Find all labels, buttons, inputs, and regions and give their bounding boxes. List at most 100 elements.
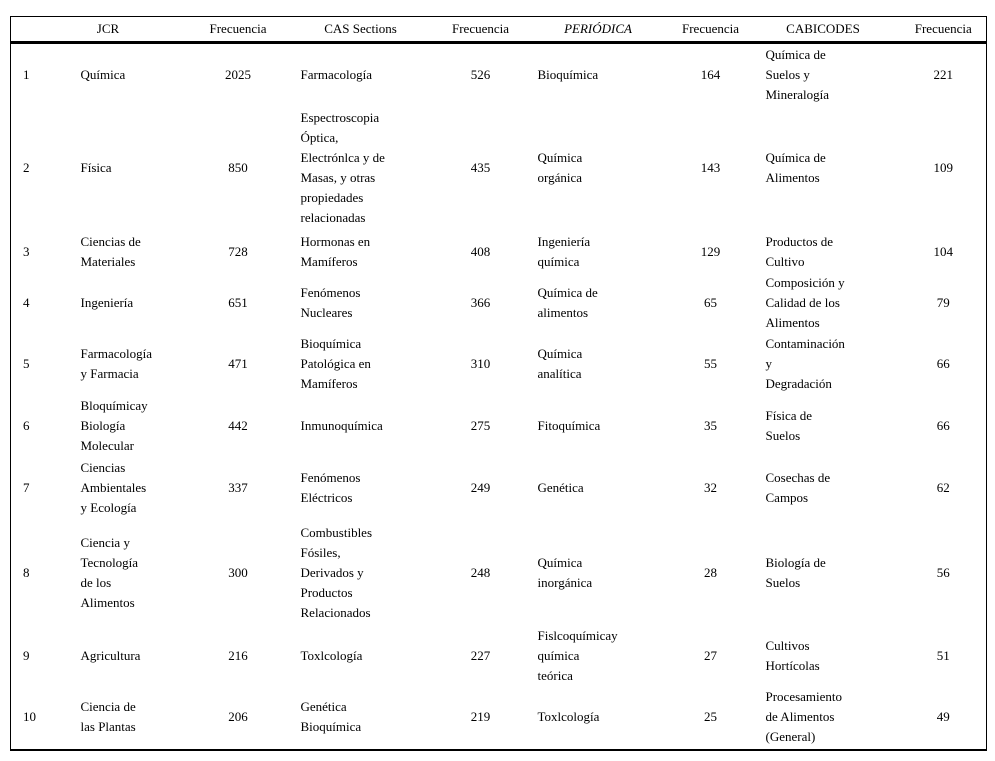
table-row: 4 Ingeniería 651 Fenómenos Nucleares 366…	[11, 273, 987, 333]
periodica-cell: Ingeniería química	[537, 233, 591, 269]
jcr-frequency-cell: 206	[228, 709, 248, 724]
table-row: 8 Ciencia y Tecnología de los Alimentos …	[11, 521, 987, 626]
cabicodes-cell: Composición y Calidad de los Alimentos	[765, 274, 845, 330]
periodica-frequency-cell: 55	[704, 356, 717, 371]
jcr-cell: Ingeniería	[80, 294, 134, 310]
cabicodes-frequency-cell: 221	[933, 66, 954, 82]
cabicodes-cell: Química de Alimentos	[765, 150, 826, 185]
jcr-cell: Química	[80, 66, 126, 82]
cas-frequency-cell: 249	[470, 480, 491, 495]
col-header-cabicodes: CABICODES	[786, 21, 860, 36]
col-header-cas-sections: CAS Sections	[324, 21, 397, 36]
periodica-frequency-cell: 27	[704, 647, 717, 663]
periodica-cell: Fislcoquímicay química teórica	[537, 627, 618, 683]
col-header-cabicodes-frequency: Frecuencia	[914, 21, 972, 36]
cabicodes-frequency-cell: 66	[936, 417, 950, 433]
cas-sections-cell: Farmacología	[300, 66, 372, 82]
jcr-frequency-cell: 471	[228, 356, 248, 371]
rank-cell: 1	[23, 66, 30, 82]
col-header-periodica: PERIÓDICA	[564, 21, 632, 36]
rank-cell: 5	[23, 356, 30, 371]
jcr-cell: Bloquímicay Biología Molecular	[80, 397, 148, 453]
jcr-cell: Ciencia de las Plantas	[80, 699, 136, 734]
cas-sections-cell: Toxlcología	[300, 647, 363, 663]
cas-sections-cell: Combustibles Fósiles, Derivados y Produc…	[300, 525, 373, 620]
jcr-frequency-cell: 337	[228, 480, 248, 495]
cas-sections-cell: Espectroscopia Óptica, Electrónlca y de …	[300, 110, 385, 225]
table-row: 3 Ciencias de Materiales 728 Hormonas en…	[11, 231, 987, 273]
rank-cell: 6	[23, 417, 30, 433]
table-row: 7 Ciencias Ambientales y Ecología 337 Fe…	[11, 456, 987, 521]
periodica-frequency-cell: 25	[704, 709, 717, 724]
cabicodes-frequency-cell: 79	[936, 294, 950, 310]
table-row: 10 Ciencia de las Plantas 206 Genética B…	[11, 686, 987, 750]
jcr-cell: Ciencia y Tecnología de los Alimentos	[80, 535, 139, 610]
jcr-cell: Física	[80, 160, 112, 175]
table-header: JCR Frecuencia CAS Sections Frecuencia P…	[10, 17, 987, 43]
jcr-cell: Ciencias de Materiales	[80, 233, 141, 269]
rank-cell: 9	[23, 647, 30, 663]
periodica-cell: Química de alimentos	[537, 284, 598, 320]
jcr-frequency-cell: 2025	[225, 66, 251, 82]
cas-sections-cell: Hormonas en Mamíferos	[300, 233, 371, 269]
rank-cell: 7	[23, 480, 30, 495]
cas-frequency-cell: 275	[470, 417, 491, 433]
cas-sections-cell: Inmunoquímica	[300, 417, 383, 433]
periodica-frequency-cell: 32	[704, 480, 717, 495]
jcr-frequency-cell: 216	[228, 647, 248, 663]
cabicodes-cell: Física de Suelos	[765, 407, 813, 443]
cabicodes-frequency-cell: 49	[936, 709, 950, 724]
jcr-frequency-cell: 442	[228, 417, 248, 433]
cabicodes-cell: Química de Suelos y Mineralogía	[765, 46, 830, 102]
jcr-frequency-cell: 850	[228, 160, 248, 175]
cabicodes-frequency-cell: 104	[933, 243, 954, 259]
col-header-jcr: JCR	[96, 21, 120, 36]
periodica-cell: Química orgánica	[537, 150, 583, 185]
periodica-cell: Química inorgánica	[537, 555, 593, 590]
cabicodes-cell: Biología de Suelos	[765, 555, 826, 590]
cas-frequency-cell: 227	[470, 647, 491, 663]
cas-sections-cell: Fenómenos Eléctricos	[300, 470, 361, 505]
periodica-frequency-cell: 28	[704, 565, 717, 580]
jcr-frequency-cell: 300	[228, 565, 248, 580]
cabicodes-frequency-cell: 62	[936, 480, 950, 495]
jcr-cell: Farmacología y Farmacia	[80, 346, 152, 381]
col-header-rank	[11, 17, 71, 43]
col-header-cas-frequency: Frecuencia	[451, 21, 510, 36]
cabicodes-cell: Cultivos Hortícolas	[765, 637, 820, 673]
periodica-cell: Fitoquímica	[537, 417, 601, 433]
cabicodes-frequency-cell: 56	[936, 565, 950, 580]
cabicodes-cell: Cosechas de Campos	[765, 470, 831, 505]
table-row: 1 Química 2025 Farmacología 526 Bioquími…	[11, 43, 987, 106]
cabicodes-cell: Productos de Cultivo	[765, 233, 834, 269]
periodica-frequency-cell: 143	[700, 160, 721, 175]
jcr-frequency-cell: 651	[228, 294, 248, 310]
table-row: 2 Física 850 Espectroscopia Óptica, Elec…	[11, 106, 987, 231]
cas-frequency-cell: 526	[470, 66, 491, 82]
rank-cell: 2	[23, 160, 30, 175]
cabicodes-cell: Contaminación y Degradación	[765, 336, 845, 391]
cas-sections-cell: Fenómenos Nucleares	[300, 284, 361, 320]
cas-frequency-cell: 435	[470, 160, 491, 175]
table-row: 6 Bloquímicay Biología Molecular 442 Inm…	[11, 396, 987, 456]
frequency-table: JCR Frecuencia CAS Sections Frecuencia P…	[10, 16, 987, 751]
table-row: 5 Farmacología y Farmacia 471 Bioquímica…	[11, 333, 987, 396]
rank-cell: 4	[23, 294, 30, 310]
periodica-frequency-cell: 129	[700, 243, 721, 259]
cabicodes-frequency-cell: 109	[933, 160, 954, 175]
col-header-periodica-frequency: Frecuencia	[681, 21, 740, 36]
cas-frequency-cell: 408	[470, 243, 491, 259]
jcr-cell: Agricultura	[80, 647, 141, 663]
cabicodes-cell: Procesamiento de Alimentos (General)	[765, 689, 843, 744]
periodica-cell: Química analítica	[537, 346, 583, 381]
col-header-jcr-frequency: Frecuencia	[209, 21, 267, 36]
cas-frequency-cell: 366	[470, 294, 491, 310]
periodica-frequency-cell: 35	[704, 417, 717, 433]
periodica-cell: Genética	[537, 480, 584, 495]
periodica-frequency-cell: 164	[700, 66, 721, 82]
header-row: JCR Frecuencia CAS Sections Frecuencia P…	[10, 17, 987, 43]
cabicodes-frequency-cell: 66	[936, 356, 950, 371]
cas-frequency-cell: 219	[470, 709, 491, 724]
rank-cell: 8	[23, 565, 30, 580]
